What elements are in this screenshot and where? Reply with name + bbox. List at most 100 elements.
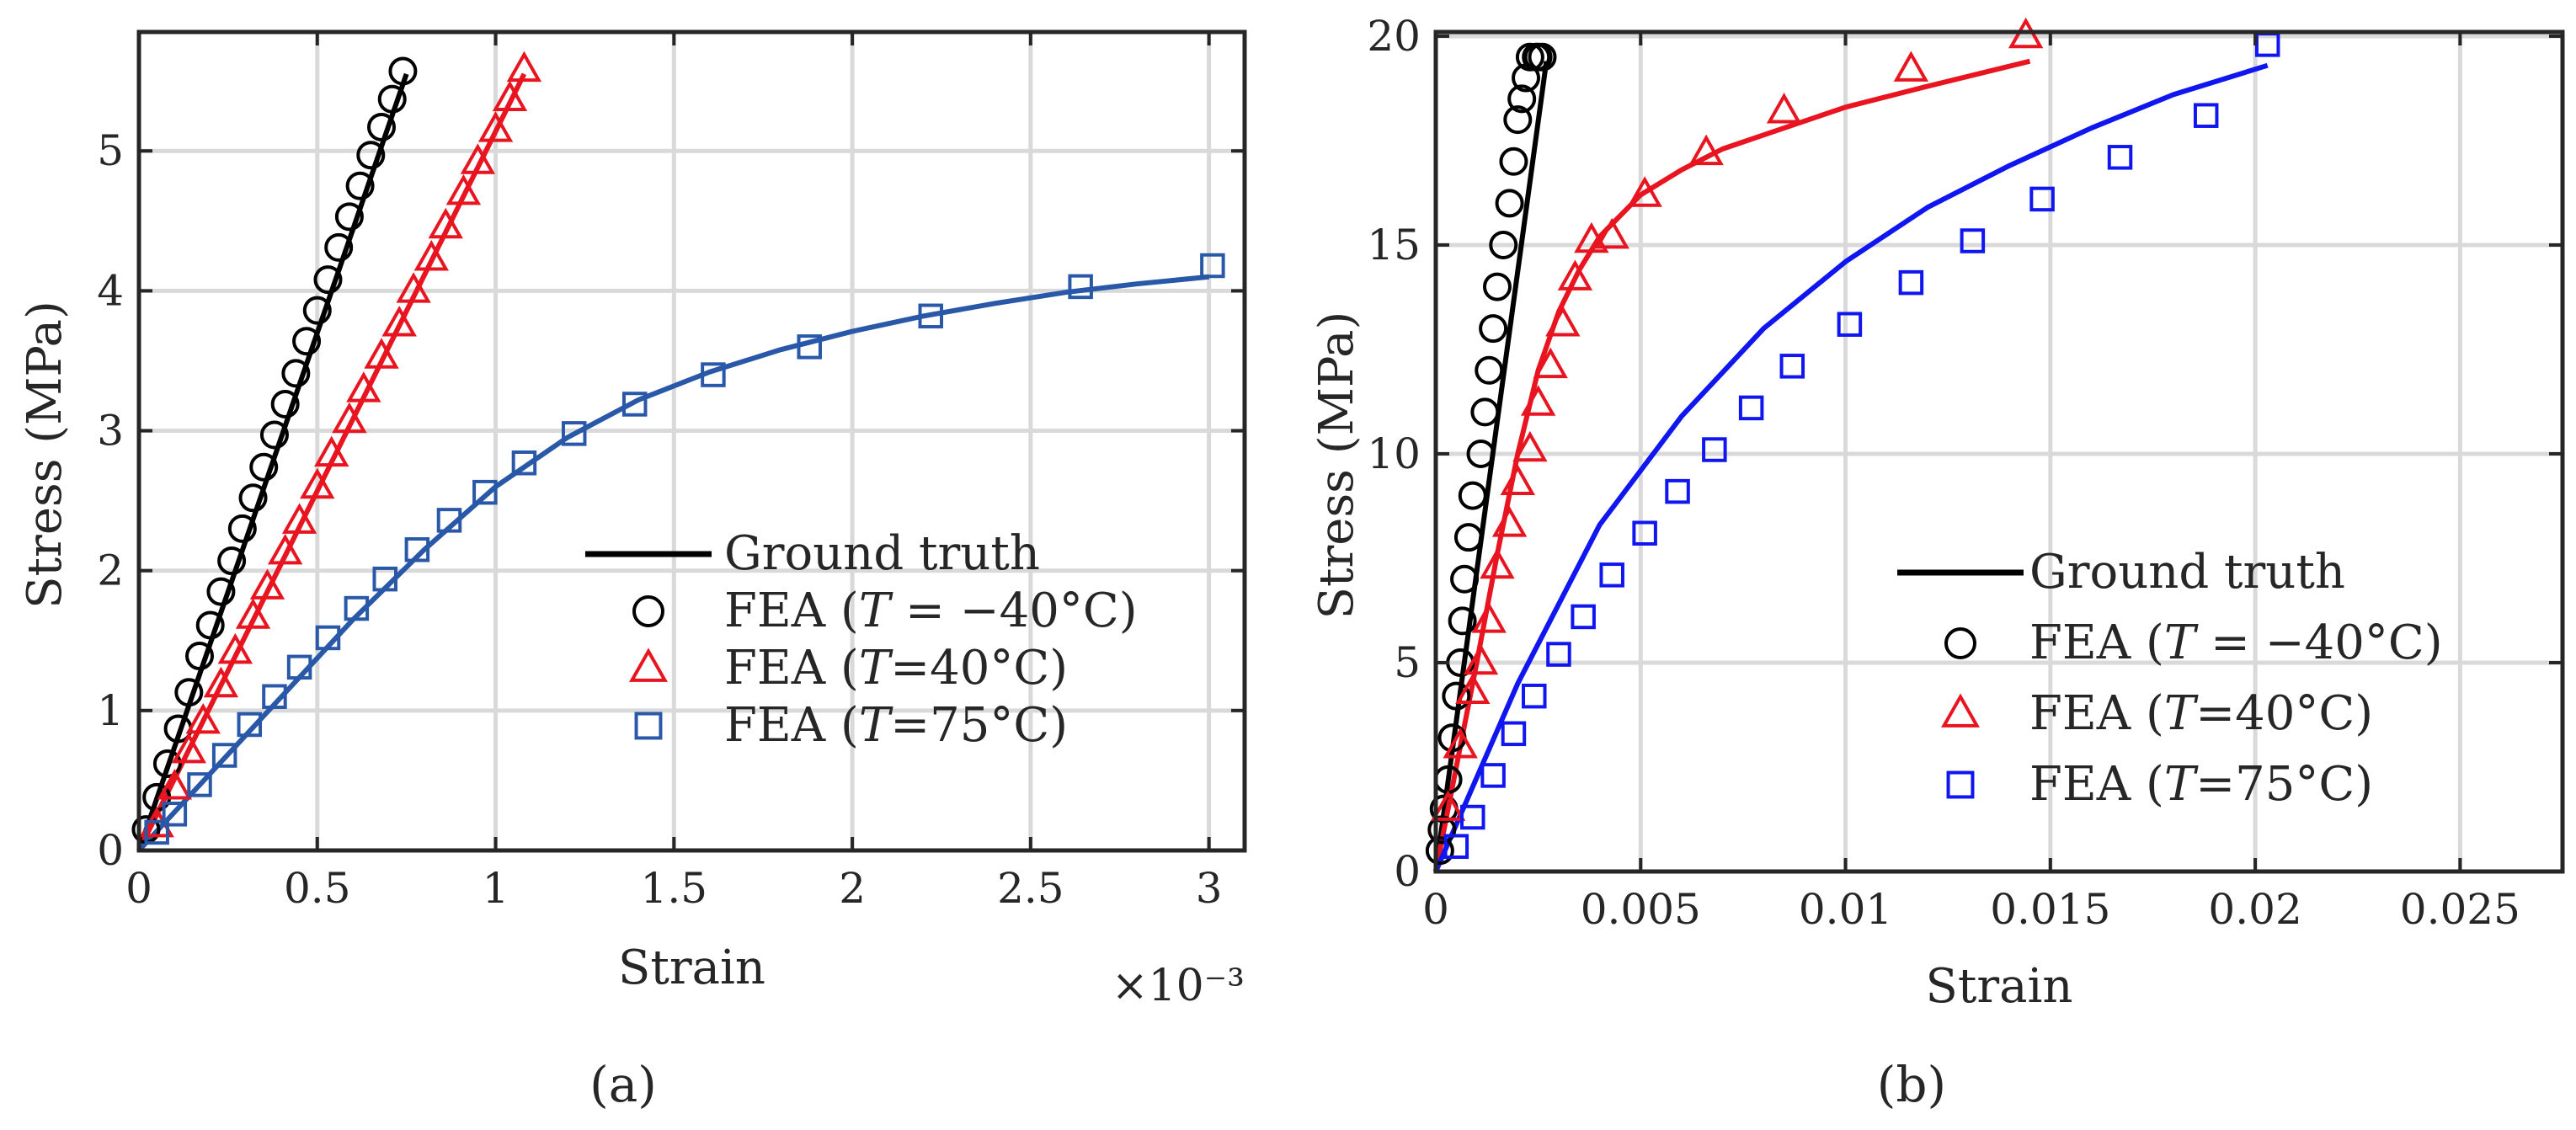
y-tick-label: 5	[97, 126, 124, 175]
fea-circle-marker	[356, 141, 386, 170]
fea-triangle-marker	[203, 666, 239, 698]
fea-square-marker	[1665, 478, 1690, 504]
x-tick-label: 0.5	[284, 864, 351, 913]
fea-triangle-marker	[157, 769, 193, 800]
fea-circle-marker	[334, 202, 364, 232]
chart-panel-b: 0 0.005 0.01 0.015 0.02 0.025 0 5 10 15 20 Strain St…	[1309, 12, 2565, 1113]
fea-triangle-marker	[1893, 51, 1929, 82]
fea-circle-marker	[1489, 230, 1518, 259]
x-tick-label: 0	[125, 864, 152, 913]
legend-label-variable: T	[2164, 616, 2199, 670]
fea-square-marker	[187, 772, 212, 797]
panel-label: (b)	[1877, 1056, 1946, 1113]
fea-triangle-marker	[1480, 547, 1515, 579]
panel-label: (a)	[589, 1056, 657, 1113]
legend-label-fea: FEA (T=75°C)	[2029, 757, 2373, 812]
fea-circle-marker	[1495, 189, 1524, 218]
legend-label-fea: FEA (T=40°C)	[2029, 686, 2373, 741]
fea-square-marker	[404, 537, 430, 562]
fea-square-marker	[372, 566, 397, 592]
fea-triangle-marker	[1557, 259, 1593, 290]
fea-triangle-marker	[381, 306, 417, 337]
x-tick-label: 0.025	[2400, 885, 2520, 934]
fea-square-marker	[1480, 763, 1506, 788]
fea-square-marker	[1702, 437, 1727, 462]
fea-circle-marker	[1442, 681, 1471, 711]
fea-triangle-marker	[1688, 134, 1724, 166]
fea-square-marker	[1779, 354, 1805, 379]
y-tick-label: 0	[1394, 847, 1421, 896]
fea-circle-marker	[1450, 564, 1480, 594]
fea-triangle-marker	[267, 533, 303, 565]
fea-triangle-marker	[346, 371, 381, 402]
fea-circle-marker	[1482, 272, 1512, 301]
legend-circle-swatch	[632, 595, 664, 627]
legend-triangle-swatch	[1941, 693, 1980, 728]
fea-triangle-marker	[281, 503, 317, 534]
fea-circle-marker	[1458, 481, 1487, 510]
fea-circle-marker	[270, 389, 300, 418]
legend-label-variable: T	[2164, 686, 2199, 741]
fea-square-marker	[436, 508, 462, 533]
fea-triangle-marker	[1463, 643, 1499, 675]
fea-circle-marker	[388, 56, 418, 86]
y-tick-label: 1	[97, 686, 124, 735]
fea-triangle-marker	[235, 598, 271, 629]
x-tick-label: 1	[483, 864, 509, 913]
fea-triangle-marker	[1471, 602, 1507, 633]
x-axis-label: Strain	[1926, 959, 2073, 1014]
legend-label-suffix: =40°C)	[890, 641, 1068, 696]
x-tick-label: 0.005	[1581, 885, 1701, 934]
legend-label-prefix: FEA (	[724, 698, 859, 753]
y-tick-label: 3	[97, 407, 124, 456]
fea-square-marker	[2107, 145, 2133, 170]
fea-circle-marker	[185, 642, 215, 671]
fea-triangle-marker	[1520, 385, 1556, 416]
fea-triangle-marker	[1500, 464, 1535, 495]
axes-frame	[1433, 29, 2565, 874]
fea-circle-marker	[1466, 439, 1496, 468]
fea-triangle-marker	[1766, 93, 1802, 124]
fea-square-marker	[918, 303, 944, 329]
fea-square-marker	[1837, 312, 1863, 337]
legend-label-variable: T	[859, 584, 893, 638]
fea-square-marker	[1546, 642, 1571, 667]
fea-circle-marker	[1475, 355, 1504, 385]
y-tick-label: 15	[1367, 221, 1421, 269]
fea-triangle-marker	[1594, 217, 1629, 249]
fea-square-marker	[1571, 604, 1596, 630]
fea-circle-marker	[217, 546, 247, 576]
fea-circle-marker	[1479, 314, 1508, 344]
legend-square-swatch	[634, 712, 663, 740]
fea-circle-marker	[1499, 147, 1528, 176]
fea-triangle-marker	[506, 51, 542, 83]
legend-label-prefix: FEA (	[2029, 757, 2164, 812]
fea-circle-marker	[345, 171, 375, 200]
fea-square-marker	[1068, 274, 1093, 300]
fea-circle-marker	[174, 678, 204, 707]
legend-label-suffix: = −40°C)	[2195, 616, 2442, 670]
fea-triangle-marker	[1491, 506, 1528, 537]
fea-triangle-marker	[428, 207, 463, 239]
y-tick-label: 10	[1367, 429, 1421, 478]
fea-square-marker	[315, 625, 341, 651]
fea-triangle-marker	[445, 173, 482, 205]
legend-label-fea: FEA (T=40°C)	[724, 641, 1068, 696]
fea-circle-marker	[195, 610, 225, 640]
legend-label-prefix: FEA (	[724, 641, 859, 696]
fea-square-marker	[162, 802, 188, 827]
fea-circle-marker	[313, 265, 343, 295]
fea-circle-marker	[206, 577, 236, 606]
legend-label-suffix: =75°C)	[2195, 757, 2373, 812]
fea-square-marker	[1443, 834, 1469, 859]
legend-label-fea: FEA (T=75°C)	[724, 698, 1068, 753]
fea-triangle-marker	[1545, 306, 1581, 337]
x-tick-label: 2	[839, 864, 866, 913]
fea-square-marker	[2193, 103, 2219, 128]
fea-triangle-marker	[460, 143, 496, 174]
chart-panel-a: 0 0.5 1 1.5 2 2.5 3 0 1 2 3 4 5 Strain Stress (MPa) ×10…	[18, 29, 1247, 1113]
ground-truth-line	[1433, 62, 2269, 873]
